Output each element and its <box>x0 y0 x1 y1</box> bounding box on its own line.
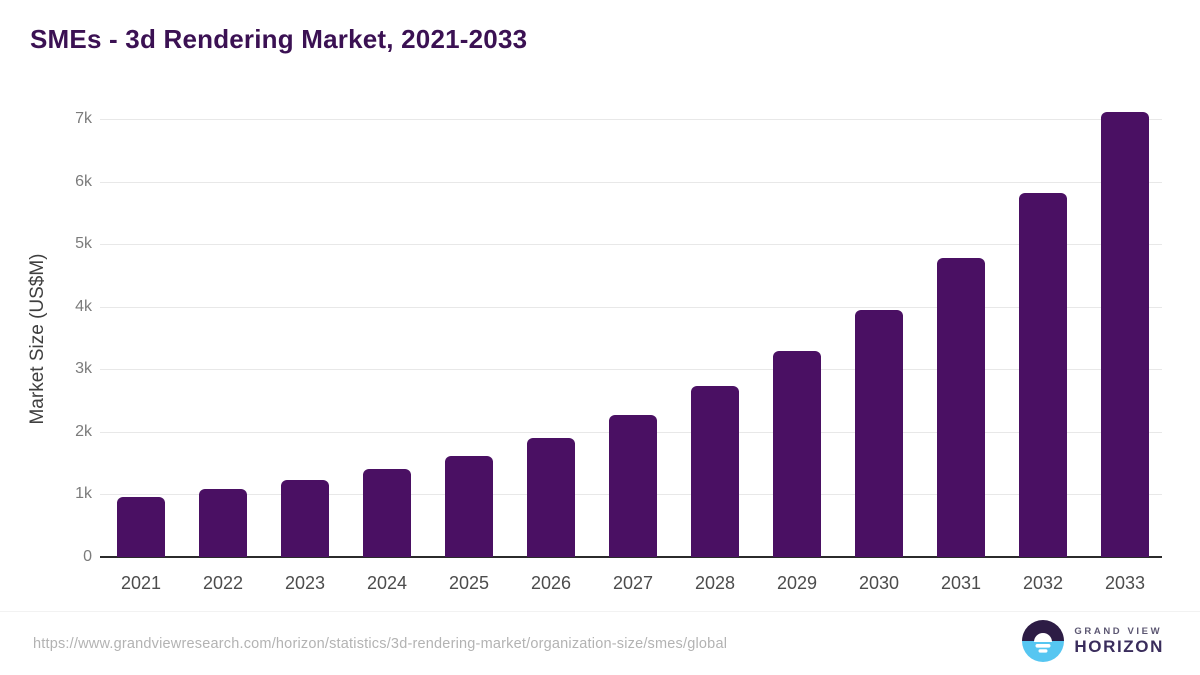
x-tick-label-2022: 2022 <box>202 573 244 593</box>
bar-2024[interactable] <box>363 469 411 557</box>
x-tick-label-2028: 2028 <box>694 573 736 593</box>
bar-2033[interactable] <box>1101 112 1149 557</box>
bar-2023[interactable] <box>281 480 329 557</box>
x-tick-label-2029: 2029 <box>776 573 818 593</box>
y-tick-label-4k: 4k <box>75 297 92 315</box>
y-tick-label-5k: 5k <box>75 235 92 253</box>
bar-2025[interactable] <box>445 455 493 557</box>
brand-name-bottom: HORIZON <box>1074 637 1164 656</box>
bar-2031[interactable] <box>937 257 985 557</box>
bar-2026[interactable] <box>527 437 575 557</box>
y-tick-label-1k: 1k <box>75 485 92 503</box>
gridline-6k <box>100 181 1162 183</box>
x-tick-label-2032: 2032 <box>1022 573 1064 593</box>
grandview-horizon-logo-icon <box>1022 620 1065 662</box>
x-tick-label-2021: 2021 <box>120 573 162 593</box>
x-axis-line <box>100 556 1162 558</box>
gridline-7k <box>100 119 1162 120</box>
x-tick-label-2031: 2031 <box>940 573 982 593</box>
y-tick-label-0: 0 <box>83 548 92 565</box>
y-tick-label-3k: 3k <box>75 360 92 378</box>
x-tick-label-2026: 2026 <box>530 573 572 593</box>
x-tick-label-2024: 2024 <box>366 573 408 593</box>
chart-title: SMEs - 3d Rendering Market, 2021-2033 <box>30 24 528 54</box>
gridline-5k <box>100 244 1162 246</box>
y-axis-title: Market Size (US$M) <box>27 253 48 425</box>
y-tick-label-6k: 6k <box>75 172 92 190</box>
footer: https://www.grandviewresearch.com/horizo… <box>0 611 1200 675</box>
bar-2029[interactable] <box>773 351 821 557</box>
bar-2027[interactable] <box>609 414 657 557</box>
bar-2022[interactable] <box>199 489 247 557</box>
x-tick-label-2027: 2027 <box>612 573 654 593</box>
x-tick-label-2025: 2025 <box>448 573 490 593</box>
bar-2021[interactable] <box>117 496 165 557</box>
x-tick-label-2030: 2030 <box>858 573 900 593</box>
x-tick-label-2033: 2033 <box>1104 573 1146 593</box>
y-tick-label-7k: 7k <box>75 110 92 127</box>
gridline-3k <box>100 369 1162 371</box>
x-tick-label-2023: 2023 <box>284 573 326 593</box>
brand-name-top: GRAND VIEW <box>1074 626 1163 637</box>
bar-2028[interactable] <box>691 385 739 557</box>
brand-logo: GRAND VIEW HORIZON <box>1021 619 1164 663</box>
y-tick-label-2k: 2k <box>75 422 92 440</box>
gridline-4k <box>100 306 1162 308</box>
bar-2032[interactable] <box>1019 192 1067 557</box>
brand-logo-text: GRAND VIEW HORIZON <box>1074 626 1164 656</box>
source-url: https://www.grandviewresearch.com/horizo… <box>33 636 728 652</box>
bar-2030[interactable] <box>855 309 903 557</box>
